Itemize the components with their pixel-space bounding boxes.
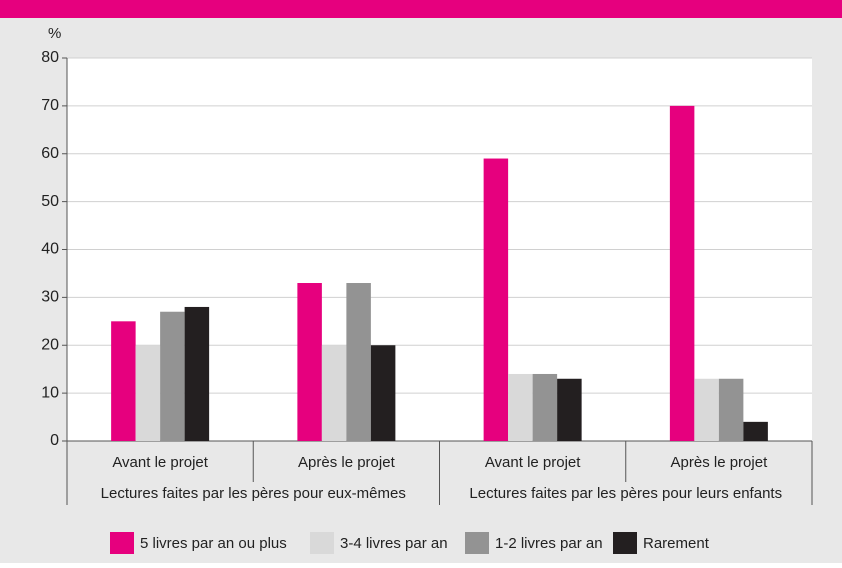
bar [694, 378, 719, 441]
legend-label: 3-4 livres par an [340, 535, 448, 552]
group-label: Lectures faites par les pères pour eux-m… [101, 485, 406, 502]
bar [370, 345, 396, 441]
legend-swatch [613, 532, 637, 554]
legend-swatch [310, 532, 334, 554]
bar [743, 421, 768, 441]
bar [557, 378, 582, 441]
bar [184, 306, 210, 441]
bar [508, 373, 533, 441]
legend-label: 1-2 livres par an [495, 535, 603, 552]
bar [160, 311, 185, 441]
y-tick-label: 40 [41, 241, 59, 258]
y-tick-label: 50 [41, 193, 59, 210]
bar [532, 373, 558, 441]
x-tick-label: Avant le projet [112, 454, 208, 471]
y-tick-label: 80 [41, 49, 59, 66]
y-tick-label: 30 [41, 289, 59, 306]
header-band [0, 0, 842, 18]
bar [111, 321, 136, 441]
bar [346, 283, 371, 441]
y-axis-label: % [48, 25, 61, 42]
y-tick-label: 20 [41, 336, 59, 353]
y-tick-label: 70 [41, 97, 59, 114]
bar [669, 105, 695, 441]
bar [321, 345, 347, 441]
y-tick-label: 0 [50, 432, 59, 449]
x-tick-label: Après le projet [298, 454, 396, 471]
y-tick-label: 60 [41, 145, 59, 162]
x-tick-label: Après le projet [671, 454, 769, 471]
bar [135, 345, 161, 441]
legend-swatch [110, 532, 134, 554]
group-label: Lectures faites par les pères pour leurs… [469, 485, 782, 502]
x-tick-label: Avant le projet [485, 454, 581, 471]
bar [297, 283, 322, 441]
legend-swatch [465, 532, 489, 554]
bar [718, 378, 744, 441]
legend-label: 5 livres par an ou plus [140, 535, 287, 552]
legend-label: Rarement [643, 535, 710, 552]
y-tick-label: 10 [41, 384, 59, 401]
bar [483, 158, 509, 441]
